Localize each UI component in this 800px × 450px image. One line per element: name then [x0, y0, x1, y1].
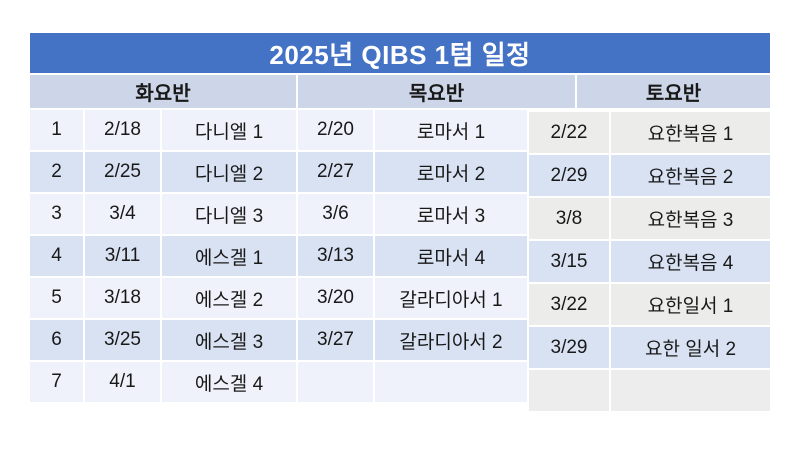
saturday-empty-topic-cell	[611, 370, 770, 411]
row-number: 4	[30, 236, 83, 276]
saturday-schedule-grid: 2/22 요한복음 1 2/29 요한복음 2 3/8 요한복음 3 3/15 …	[529, 112, 770, 411]
thursday-topic: 로마서 2	[375, 152, 527, 192]
thursday-date: 2/20	[298, 110, 373, 150]
saturday-topic: 요한복음 2	[611, 155, 770, 196]
tuesday-date: 3/25	[85, 320, 160, 360]
column-header-tuesday-class: 화요반	[30, 75, 296, 108]
saturday-empty-date-cell	[529, 370, 609, 411]
row-number: 5	[30, 278, 83, 318]
row-number: 6	[30, 320, 83, 360]
tuesday-date: 3/18	[85, 278, 160, 318]
row-number: 1	[30, 110, 83, 150]
saturday-date: 3/22	[529, 284, 609, 325]
thursday-topic: 갈라디아서 1	[375, 278, 527, 318]
thursday-date: 3/27	[298, 320, 373, 360]
schedule-title: 2025년 QIBS 1텀 일정	[30, 33, 770, 73]
tuesday-topic: 다니엘 2	[162, 152, 296, 192]
thursday-topic: 로마서 1	[375, 110, 527, 150]
saturday-date: 2/29	[529, 155, 609, 196]
row-number: 2	[30, 152, 83, 192]
tuesday-topic: 에스겔 4	[162, 362, 296, 402]
saturday-topic: 요한 일서 2	[611, 327, 770, 368]
tuesday-date: 3/4	[85, 194, 160, 234]
column-header-thursday-class: 목요반	[298, 75, 575, 108]
row-number: 7	[30, 362, 83, 402]
thursday-date: 2/27	[298, 152, 373, 192]
tuesday-date: 4/1	[85, 362, 160, 402]
tuesday-topic: 에스겔 3	[162, 320, 296, 360]
saturday-date: 3/15	[529, 241, 609, 282]
column-header-saturday-class: 토요반	[577, 75, 770, 108]
tuesday-date: 2/18	[85, 110, 160, 150]
thursday-date: 3/13	[298, 236, 373, 276]
thursday-topic	[375, 362, 527, 402]
row-number: 3	[30, 194, 83, 234]
tuesday-topic: 다니엘 1	[162, 110, 296, 150]
thursday-date	[298, 362, 373, 402]
thursday-topic: 갈라디아서 2	[375, 320, 527, 360]
thursday-topic: 로마서 4	[375, 236, 527, 276]
tuesday-date: 2/25	[85, 152, 160, 192]
tuesday-date: 3/11	[85, 236, 160, 276]
saturday-topic: 요한복음 3	[611, 198, 770, 239]
thursday-topic: 로마서 3	[375, 194, 527, 234]
tuesday-topic: 에스겔 2	[162, 278, 296, 318]
saturday-date: 3/29	[529, 327, 609, 368]
tuesday-topic: 다니엘 3	[162, 194, 296, 234]
saturday-date: 3/8	[529, 198, 609, 239]
saturday-topic: 요한복음 4	[611, 241, 770, 282]
saturday-topic: 요한일서 1	[611, 284, 770, 325]
weekday-schedule-grid: 1 2/18 다니엘 1 2/20 로마서 1 2 2/25 다니엘 2 2/2…	[30, 110, 527, 402]
thursday-date: 3/6	[298, 194, 373, 234]
thursday-date: 3/20	[298, 278, 373, 318]
saturday-date: 2/22	[529, 112, 609, 153]
tuesday-topic: 에스겔 1	[162, 236, 296, 276]
saturday-topic: 요한복음 1	[611, 112, 770, 153]
table-header-row: 화요반 목요반 토요반	[30, 75, 770, 108]
